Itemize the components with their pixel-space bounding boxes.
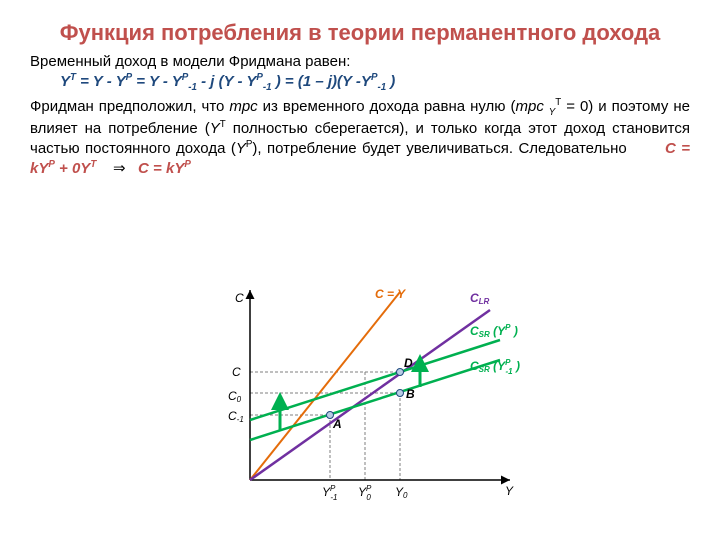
formula-1: YT = Y - YP = Y - YP-1 - j (Y - YP-1 ) =… — [60, 72, 690, 93]
label-point-b: B — [406, 387, 415, 401]
ytick-cm1: C-1 — [228, 409, 244, 424]
xtick-ypm1: YP-1 — [322, 484, 337, 502]
consumption-chart: A B D C Y YP-1 YP0 Y0 C-1 C0 C C = Y CLR… — [200, 280, 550, 530]
label-csr-ypm1: CSR (YP-1 ) — [470, 358, 520, 376]
point-d — [397, 369, 404, 376]
body-paragraph: Фридман предположил, что mpc из временно… — [30, 97, 690, 178]
point-b — [397, 390, 404, 397]
xtick-y0: Y0 — [395, 485, 408, 500]
label-clr: CLR — [470, 291, 490, 306]
label-point-d: D — [404, 356, 413, 370]
ytick-c: C — [232, 365, 241, 379]
xtick-yp0: YP0 — [358, 484, 372, 502]
axis-label-y: Y — [505, 484, 514, 498]
label-csr-yp: CSR (YP ) — [470, 323, 518, 339]
label-point-a: A — [332, 417, 342, 431]
intro-text: Временный доход в модели Фридмана равен: — [30, 53, 690, 70]
ytick-c0: C0 — [228, 389, 242, 404]
axis-label-c: C — [235, 291, 244, 305]
label-c-eq-y: C = Y — [375, 287, 406, 301]
line-csr-2 — [250, 340, 500, 420]
line-c-eq-y — [250, 292, 400, 480]
line-clr — [250, 310, 490, 480]
page-title: Функция потребления в теории перманентно… — [30, 20, 690, 45]
